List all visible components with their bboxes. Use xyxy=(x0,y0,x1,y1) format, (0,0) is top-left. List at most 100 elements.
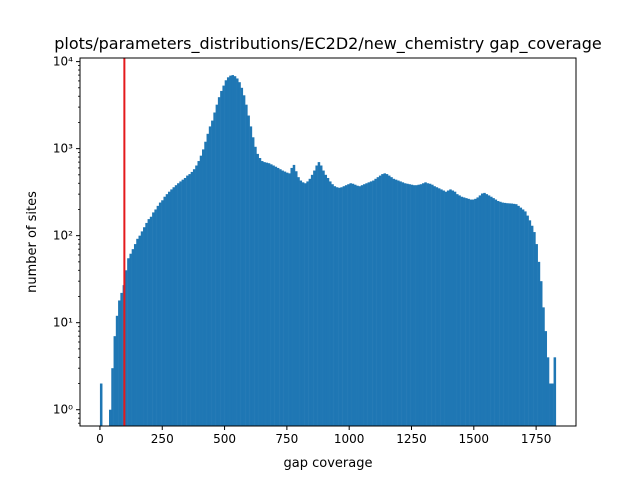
histogram-bar xyxy=(397,180,400,426)
histogram-bar xyxy=(161,200,164,426)
histogram-bar xyxy=(401,182,405,426)
histogram-bar xyxy=(326,177,330,426)
histogram-bar xyxy=(145,222,148,426)
histogram-bar xyxy=(501,202,504,426)
histogram-bar xyxy=(546,357,550,426)
histogram-bar xyxy=(254,146,257,427)
histogram-bar xyxy=(449,189,452,426)
histogram-bar xyxy=(403,183,407,426)
histogram-bar xyxy=(422,183,425,426)
histogram-bar xyxy=(274,166,278,426)
histogram-bar xyxy=(335,187,339,426)
histogram-bar xyxy=(181,179,185,426)
histogram-bar xyxy=(496,201,500,426)
histogram-bar xyxy=(265,162,269,426)
histogram-bar xyxy=(213,112,216,427)
histogram-bar xyxy=(192,169,196,426)
histogram-bar xyxy=(236,78,239,426)
histogram-bar xyxy=(340,187,343,426)
histogram-bar xyxy=(242,95,246,427)
histogram-bar xyxy=(206,133,210,426)
histogram-bar xyxy=(342,186,346,426)
histogram-bar xyxy=(127,258,130,426)
histogram-bar xyxy=(358,186,362,426)
histogram-bar xyxy=(549,383,552,426)
histogram-bar xyxy=(290,167,293,426)
histogram-bar xyxy=(415,185,418,426)
histogram-bar xyxy=(544,331,548,426)
histogram-bar xyxy=(256,153,259,426)
histogram-bar xyxy=(419,184,423,426)
histogram-bar xyxy=(199,155,203,427)
histogram-bar xyxy=(260,161,264,427)
histogram-bar xyxy=(247,115,250,426)
histogram-bar xyxy=(521,209,525,426)
histogram-bars xyxy=(99,75,557,427)
histogram-bar xyxy=(351,183,355,426)
histogram-bar xyxy=(288,173,291,426)
histogram-bar xyxy=(211,120,214,426)
histogram-bar xyxy=(109,409,112,426)
histogram-bar xyxy=(129,253,132,426)
histogram-bar xyxy=(245,104,248,427)
histogram-bar xyxy=(519,207,523,426)
histogram-bar xyxy=(152,212,155,426)
histogram-bar xyxy=(453,191,457,426)
histogram-bar xyxy=(551,383,554,426)
y-tick-label: 10⁰ xyxy=(53,403,73,417)
x-tick-label: 0 xyxy=(96,432,104,446)
histogram-bar xyxy=(222,85,225,426)
y-tick-label: 10¹ xyxy=(53,316,73,330)
histogram-bar xyxy=(276,167,280,426)
histogram-bar xyxy=(528,220,532,426)
histogram-bar xyxy=(412,185,416,426)
histogram-bar xyxy=(165,194,169,426)
histogram-bar xyxy=(195,165,198,426)
histogram-bar xyxy=(208,126,212,427)
histogram-bar xyxy=(490,196,493,426)
histogram-bar xyxy=(249,126,253,427)
histogram-bar xyxy=(174,185,178,426)
histogram-bar xyxy=(131,249,135,426)
histogram-bar xyxy=(374,178,377,426)
histogram-bar xyxy=(440,189,443,426)
histogram-bar xyxy=(480,193,484,426)
histogram-bar xyxy=(338,187,341,426)
histogram-bar xyxy=(233,76,237,427)
histogram-bar xyxy=(224,80,228,426)
y-axis-ticks: 10⁰ 10¹ 10² 10³ 10⁴ xyxy=(53,55,80,424)
x-tick-label: 250 xyxy=(151,432,174,446)
histogram-bar xyxy=(143,227,146,426)
histogram-bar xyxy=(279,169,282,426)
histogram-bar xyxy=(410,184,414,426)
histogram-bar xyxy=(458,195,461,426)
histogram-bar xyxy=(365,183,368,426)
histogram-bar xyxy=(272,165,275,426)
histogram-bar xyxy=(367,182,371,426)
plot-frame xyxy=(79,57,577,427)
histogram-bar xyxy=(251,137,255,427)
histogram-bar xyxy=(170,189,173,426)
histogram-bar xyxy=(167,191,171,426)
histogram-bar xyxy=(281,170,284,426)
histogram-bar xyxy=(417,184,420,426)
histogram-bar xyxy=(356,185,359,426)
histogram-bar xyxy=(469,199,473,426)
x-axis-label: gap coverage xyxy=(284,456,373,471)
histogram-bar xyxy=(229,75,232,426)
histogram-bar xyxy=(385,174,389,426)
histogram-bar xyxy=(456,194,459,426)
histogram-bar xyxy=(138,235,142,426)
histogram-bar xyxy=(317,162,321,427)
histogram-bar xyxy=(297,177,300,426)
histogram-bar xyxy=(535,244,538,426)
histogram-bar xyxy=(283,171,287,426)
histogram-bar xyxy=(133,244,137,426)
histogram-bar xyxy=(319,165,323,426)
histogram-bar xyxy=(487,195,491,426)
histogram-bar xyxy=(149,216,153,426)
histogram-bar xyxy=(267,163,271,426)
histogram-bar xyxy=(533,232,536,426)
histogram-bar xyxy=(190,171,194,426)
